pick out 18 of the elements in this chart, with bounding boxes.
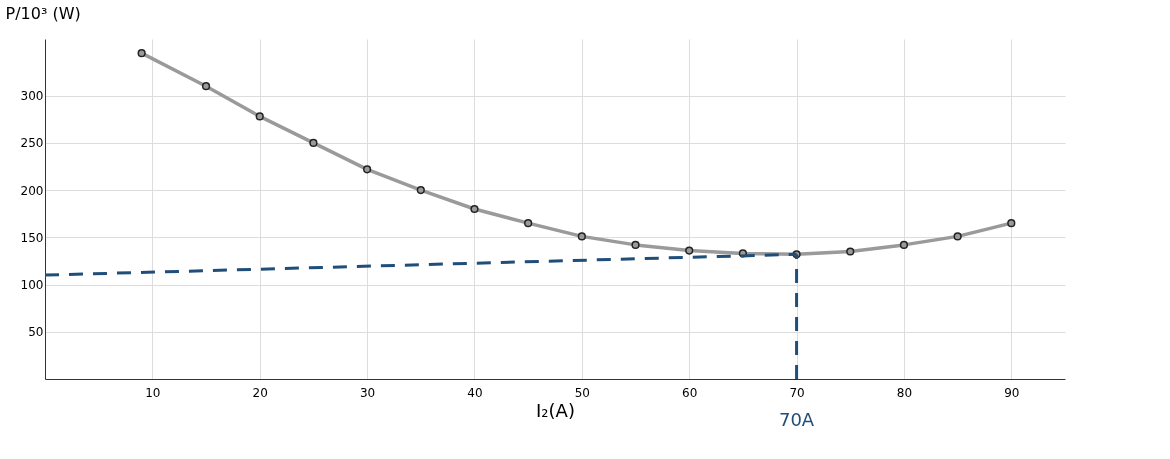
y-tick-label: 200 bbox=[20, 183, 44, 198]
x-tick-label: 60 bbox=[682, 385, 698, 400]
x-tick-label: 70 bbox=[789, 385, 805, 400]
x-tick-label: 80 bbox=[896, 385, 913, 400]
x-axis-title: I₂(A) bbox=[536, 399, 575, 421]
y-tick-label: 100 bbox=[20, 278, 44, 293]
x-tick-label: 90 bbox=[1004, 385, 1020, 400]
x-tick-label: 40 bbox=[467, 385, 483, 400]
y-tick-label: 150 bbox=[20, 230, 44, 245]
x-tick-label: 50 bbox=[574, 385, 590, 400]
annotation: 70A bbox=[778, 409, 815, 430]
y-tick-label: 50 bbox=[28, 325, 44, 340]
x-tick-label: 30 bbox=[359, 385, 376, 400]
y-tick-label: 300 bbox=[20, 89, 44, 104]
x-tick-label: 10 bbox=[145, 385, 161, 400]
x-tick-label: 20 bbox=[252, 385, 268, 400]
y-axis-title: P/10³ (W) bbox=[5, 3, 81, 23]
y-tick-label: 250 bbox=[20, 136, 44, 151]
